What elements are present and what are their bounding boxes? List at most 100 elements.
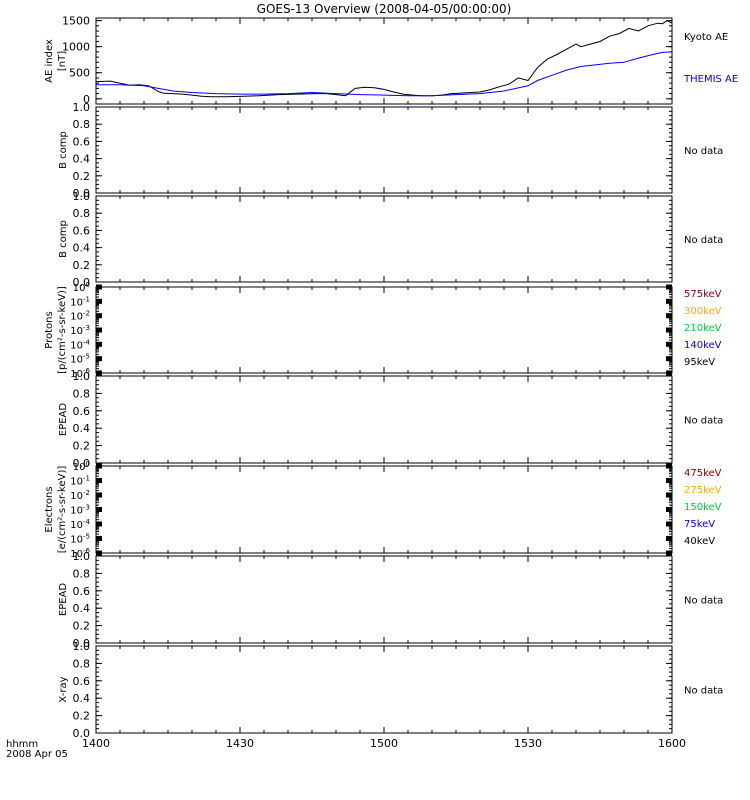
legend-label: THEMIS AE (683, 74, 738, 85)
y-tick-major (96, 356, 102, 362)
y-tick-label: 1.0 (73, 190, 91, 203)
y-axis-label: [e/(cm²-s-sr-keV)] (57, 466, 68, 554)
y-tick-label: 1500 (62, 15, 90, 28)
y-tick-major (96, 492, 102, 498)
y-tick-label: 0.0 (73, 457, 91, 470)
y-tick-label: 10-2 (70, 489, 90, 502)
y-tick-label: 10-4 (70, 518, 90, 531)
y-axis-label: X-ray (58, 676, 69, 702)
y-tick-label: 0.8 (73, 207, 91, 220)
footer-date: 2008 Apr 05 (6, 749, 68, 760)
y-tick-major (666, 550, 672, 556)
legend-label: 300keV (684, 306, 722, 317)
y-tick-major (96, 463, 102, 469)
y-tick-label: 1.0 (73, 550, 91, 563)
legend-label: 275keV (684, 485, 722, 496)
footer-time-format: hhmm (6, 739, 38, 750)
y-axis-label: EPEAD (58, 403, 69, 437)
legend-label: 75keV (684, 519, 715, 530)
y-tick-exponent: -4 (83, 518, 91, 526)
panel-epead1: 0.0 0.2 0.4 0.6 0.8 1.0 EPEAD No data (58, 370, 723, 470)
y-tick-major (96, 536, 102, 541)
legend-label: 95keV (684, 357, 715, 368)
panel-epead2: 0.0 0.2 0.4 0.6 0.8 1.0 EPEAD No data (58, 550, 723, 650)
y-tick-label: 0.6 (73, 405, 91, 418)
y-tick-label: 100 (73, 460, 90, 473)
y-tick-major (96, 341, 102, 347)
y-tick-label: 0.8 (73, 118, 91, 131)
legend-label: Kyoto AE (684, 32, 728, 43)
panel-frame (95, 195, 673, 283)
y-tick-exponent: -6 (83, 547, 91, 555)
y-tick-major (666, 536, 672, 541)
panel-bcomp1: 0.0 0.2 0.4 0.6 0.8 1.0 B comp No data (58, 101, 723, 200)
y-tick-major (666, 341, 672, 347)
y-tick-label: 1.0 (73, 101, 91, 114)
y-tick-label: 0.0 (73, 727, 91, 740)
y-axis-label: B comp (58, 131, 69, 169)
y-tick-major (666, 521, 672, 527)
y-tick-label: 1000 (62, 41, 90, 54)
y-tick-major (666, 463, 672, 469)
panel-ae: 0 500 1000 1500 AE index [nT] Kyoto AE THEMIS A… (44, 15, 738, 106)
y-tick-exponent: 0 (86, 281, 90, 289)
panel-bcomp2: 0.0 0.2 0.4 0.6 0.8 1.0 B comp No data (58, 190, 723, 289)
panel-frame (95, 106, 673, 194)
y-tick-label: 0.8 (73, 657, 91, 670)
legend-label: 150keV (684, 502, 722, 513)
y-tick-major (666, 370, 672, 376)
panel-frame (95, 375, 673, 464)
panel-frame (95, 645, 673, 734)
legend-label: 140keV (684, 340, 722, 351)
y-tick-exponent: -3 (83, 324, 90, 332)
panel-frame (95, 17, 673, 105)
y-tick-major (96, 478, 102, 483)
y-tick-label: 0.2 (73, 440, 91, 453)
x-tick-label: 1500 (370, 737, 398, 750)
y-tick-label: 10-4 (70, 338, 90, 351)
y-tick-exponent: -1 (83, 475, 90, 483)
y-axis-label: Electrons (44, 486, 55, 532)
y-tick-major (666, 327, 672, 333)
panel-xray: 0.0 0.2 0.4 0.6 0.8 1.0 X-ray No data (58, 640, 723, 740)
y-tick-exponent: -5 (83, 353, 90, 361)
y-tick-label: 0.0 (73, 637, 91, 650)
y-tick-label: 500 (69, 67, 90, 80)
y-axis-label: [p/(cm²-s-sr-keV)] (57, 286, 68, 374)
y-tick-major (96, 521, 102, 527)
y-tick-exponent: -4 (83, 338, 91, 346)
panel-frame (95, 286, 673, 374)
legend-label: No data (684, 596, 723, 607)
y-tick-label: 0.0 (73, 276, 91, 289)
y-tick-major (666, 298, 672, 304)
legend-label: No data (684, 235, 723, 246)
y-tick-exponent: -1 (83, 295, 90, 303)
y-tick-exponent: -2 (83, 489, 90, 497)
legend-label: 40keV (684, 536, 715, 547)
legend-label: 575keV (684, 289, 722, 300)
x-tick-label: 1430 (226, 737, 254, 750)
series-themis-ae (96, 51, 672, 97)
x-tick-label: 1600 (658, 737, 686, 750)
y-tick-exponent: -3 (83, 504, 90, 512)
y-tick-label: 0.2 (73, 620, 91, 633)
y-tick-label: 0 (83, 93, 90, 106)
y-tick-label: 0.4 (73, 602, 91, 615)
legend-label: No data (684, 146, 723, 157)
y-tick-major (96, 298, 102, 304)
y-tick-label: 1.0 (73, 370, 91, 383)
panel-frame (95, 555, 673, 644)
y-tick-exponent: 0 (86, 460, 90, 468)
y-tick-label: 0.8 (73, 387, 91, 400)
y-tick-label: 10-5 (70, 353, 90, 366)
y-tick-label: 10-1 (70, 295, 90, 308)
y-tick-label: 10-3 (70, 324, 90, 337)
legend-label: No data (684, 686, 723, 697)
y-tick-label: 10-5 (70, 533, 90, 546)
y-tick-major (666, 507, 672, 512)
y-tick-label: 0.8 (73, 567, 91, 580)
y-tick-label: 0.6 (73, 135, 91, 148)
y-tick-major (96, 507, 102, 512)
